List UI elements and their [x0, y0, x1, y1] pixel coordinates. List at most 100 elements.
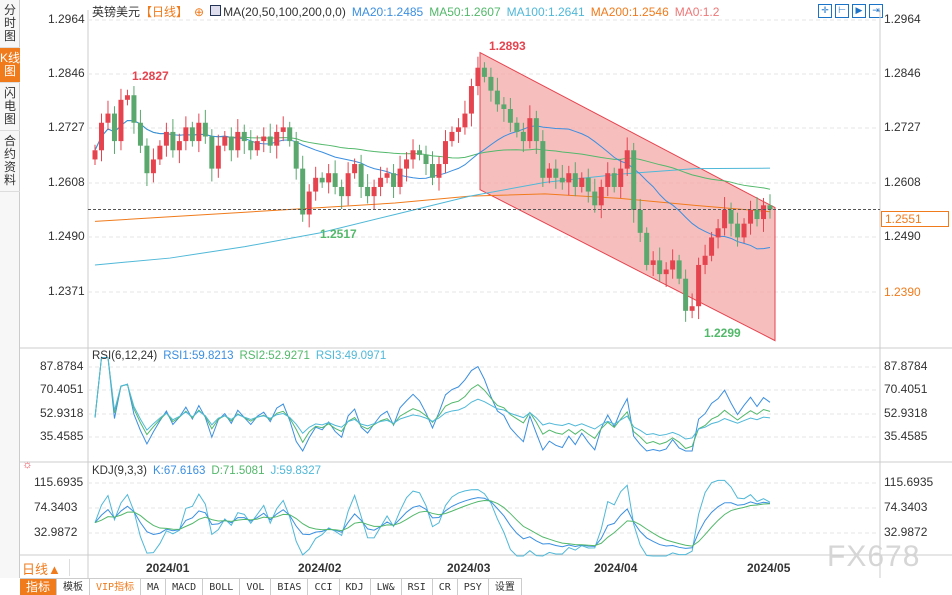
ma-indicator[interactable]: MA(20,50,100,200,0,0)	[223, 5, 346, 19]
candle-body	[455, 127, 461, 132]
candle-body	[124, 95, 130, 100]
candle-body	[683, 278, 689, 311]
rsi-tick-left: 70.4051	[40, 382, 84, 396]
price-tick-right: 1.2608	[884, 175, 921, 189]
candle-body	[644, 232, 650, 265]
candle-body	[468, 86, 474, 114]
candle-body	[715, 228, 721, 238]
indicator-tab-14[interactable]: 设置	[488, 579, 522, 595]
candle-body	[92, 150, 98, 160]
period-label: 【日线】	[140, 5, 189, 19]
indicator-tab-11[interactable]: RSI	[401, 579, 433, 595]
candle-body	[722, 209, 728, 229]
zoom-fit-icon[interactable]: ⊢	[835, 4, 849, 18]
candle-body	[611, 173, 617, 187]
candle-body	[137, 122, 143, 146]
rsi-tick-left: 87.8784	[40, 359, 84, 373]
price-annotation-high1: 1.2827	[132, 69, 169, 83]
candle-body	[209, 136, 215, 169]
rsi-tick-right: 70.4051	[884, 382, 928, 396]
price-annotation-low2: 1.2299	[704, 326, 741, 340]
kdj-tick-left: 74.3403	[34, 500, 78, 514]
indicator-tab-12[interactable]: CR	[432, 579, 458, 595]
rsi1-value: RSI1:59.8213	[163, 350, 234, 362]
sidebar-tab-2[interactable]: 闪电图	[0, 83, 20, 131]
kdj-tick-right: 74.3403	[884, 500, 928, 514]
candle-body	[157, 145, 163, 160]
price-tick-right: 1.2964	[884, 12, 921, 26]
candle-body	[598, 186, 604, 206]
indicator-tab-7[interactable]: BIAS	[271, 579, 309, 595]
scroll-right-icon[interactable]: ▶	[852, 4, 866, 18]
settings-icon[interactable]: ⊕	[194, 5, 205, 19]
candle-body	[585, 177, 591, 192]
candle-body	[494, 90, 500, 105]
kdj-d-value: D:71.5081	[211, 465, 265, 477]
candle-body	[689, 306, 695, 311]
candle-body	[404, 159, 410, 169]
sidebar-tab-1[interactable]: K线图	[0, 48, 20, 83]
candle-body	[118, 99, 124, 142]
indicator-tab-5[interactable]: BOLL	[203, 579, 241, 595]
indicator-tab-8[interactable]: CCI	[308, 579, 340, 595]
date-label: 2024/05	[747, 561, 791, 575]
candle-body	[761, 205, 767, 220]
date-label: 2024/04	[594, 561, 638, 575]
ma100-line	[94, 167, 771, 266]
sidebar-tab-0[interactable]: 分时图	[0, 0, 20, 48]
candle-body	[748, 209, 754, 224]
candle-body	[449, 131, 455, 142]
candle-body	[741, 223, 747, 238]
indicator-tab-10[interactable]: LW&	[370, 579, 402, 595]
indicator-tab-6[interactable]: VOL	[240, 579, 272, 595]
candle-body	[254, 141, 260, 151]
date-label: 2024/02	[298, 561, 342, 575]
candle-body	[618, 168, 624, 187]
candle-body	[754, 209, 760, 220]
watermark-logo: FX678	[827, 540, 921, 573]
price-tick-left: 1.2964	[48, 12, 85, 26]
candle-body	[261, 136, 267, 142]
candle-body	[430, 164, 435, 178]
candle-body	[572, 173, 578, 187]
kdj-settings-icon[interactable]: ☼	[22, 459, 33, 471]
rsi3-value: RSI3:49.0971	[315, 350, 387, 362]
rsi-tick-right: 87.8784	[884, 359, 928, 373]
ma-icon[interactable]	[210, 5, 222, 16]
indicator-tab-2[interactable]: VIP指标	[90, 579, 142, 595]
date-label: 2024/03	[447, 561, 491, 575]
ma50-value: MA50:1.2607	[429, 5, 501, 19]
kdj-title: KDJ(9,3,3)	[92, 465, 147, 477]
candle-body	[241, 131, 247, 142]
rsi2-line	[94, 356, 771, 450]
indicator-tab-9[interactable]: KDJ	[339, 579, 371, 595]
kdj-d-line	[94, 500, 771, 547]
sidebar-tab-3[interactable]: 合约资料	[0, 131, 20, 192]
price-annotation-high2: 1.2893	[489, 39, 526, 53]
indicator-tab-3[interactable]: MA	[141, 579, 167, 595]
candle-body	[735, 223, 741, 238]
go-latest-icon[interactable]: ⇥	[869, 4, 883, 18]
candle-body	[326, 173, 332, 183]
indicator-tab-4[interactable]: MACD	[166, 579, 204, 595]
period-selector[interactable]: 日线▲	[22, 559, 70, 577]
crosshair-icon[interactable]: ✛	[818, 4, 832, 18]
candle-body	[631, 150, 637, 210]
rsi1-line	[94, 356, 771, 452]
candle-body	[507, 108, 513, 123]
candle-body	[650, 260, 656, 265]
indicator-tab-0[interactable]: 指标	[20, 579, 58, 595]
price-annotation-low1: 1.2517	[320, 227, 357, 241]
candle-body	[533, 118, 539, 142]
price-tick-left: 1.2371	[48, 284, 85, 298]
kdj-k-value: K:67.6163	[152, 465, 206, 477]
trend-channel	[479, 51, 776, 342]
indicator-tabs: 指标 模板 VIP指标 MA MACD BOLL VOL BIAS CCI KDJ LW& RSI CR…	[20, 578, 522, 595]
price-tick-left: 1.2727	[48, 120, 85, 134]
indicator-tab-13[interactable]: PSY	[457, 579, 489, 595]
indicator-tab-1[interactable]: 模板	[57, 579, 91, 595]
candle-body	[579, 177, 585, 187]
kdj-j-line	[94, 479, 771, 557]
candle-body	[592, 191, 598, 206]
